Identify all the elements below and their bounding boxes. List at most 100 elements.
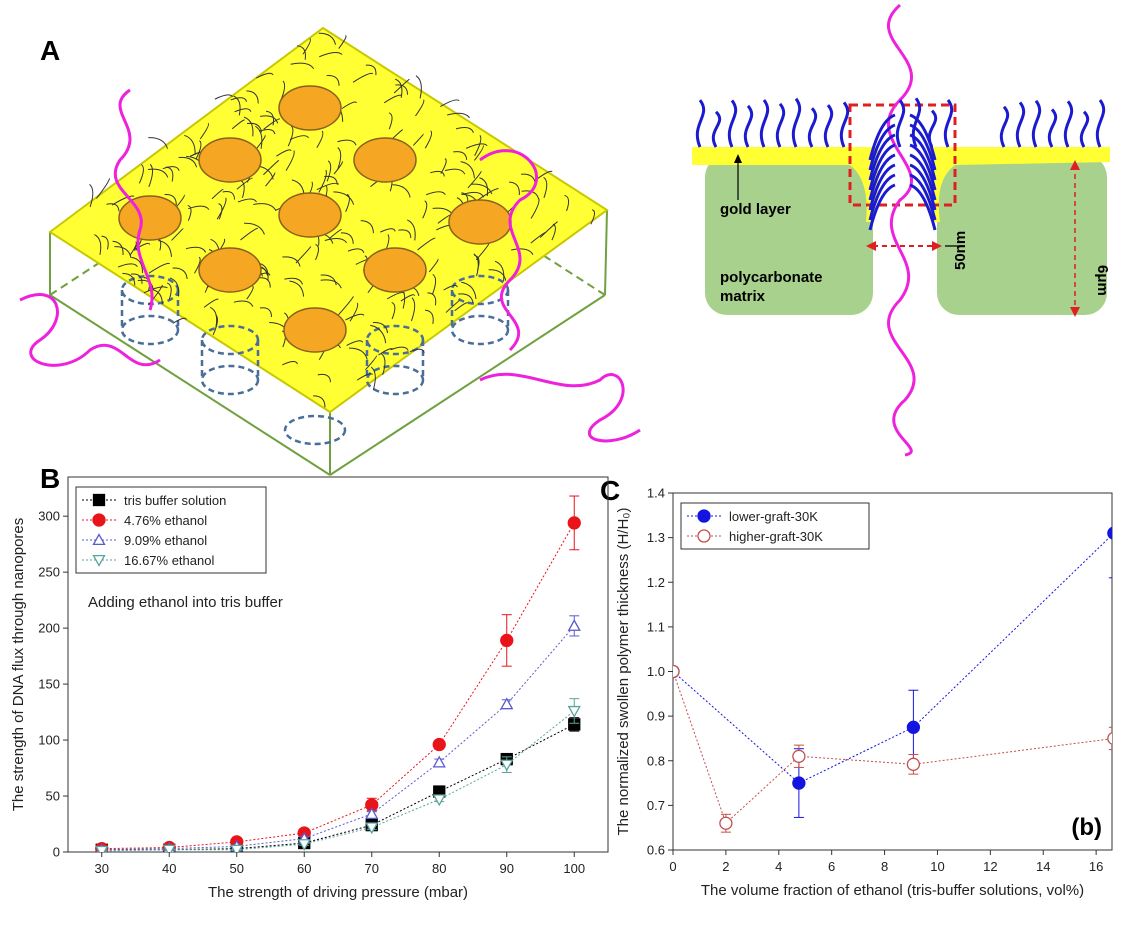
polymer-strand: [447, 112, 470, 119]
y-tick-label: 1.4: [647, 486, 665, 501]
x-tick-label: 60: [297, 861, 311, 876]
polymer-strand: [440, 99, 460, 108]
polymer-strand: [509, 181, 520, 196]
dna-strand: [19, 293, 161, 367]
polymer-strand: [284, 277, 304, 285]
brush-strand: [868, 183, 896, 231]
annotation: Adding ethanol into tris buffer: [88, 594, 283, 611]
x-tick-label: 6: [828, 859, 835, 874]
x-tick-label: 0: [669, 859, 676, 874]
x-tick-label: 30: [95, 861, 109, 876]
polymer-strand: [166, 282, 172, 300]
x-tick-label: 40: [162, 861, 176, 876]
dna-strand: [479, 372, 641, 443]
matrix-label: polycarbonate: [720, 269, 823, 286]
polymer-strand: [388, 112, 393, 130]
polymer-strand: [258, 128, 276, 135]
y-axis-label: The strength of DNA flux through nanopor…: [10, 518, 27, 812]
schematic-pore: [692, 3, 1110, 457]
polymer-strand: [297, 45, 306, 60]
brush-strand: [1095, 99, 1106, 148]
data-point: [365, 822, 379, 835]
x-tick-label: 10: [930, 859, 944, 874]
polymer-strand: [530, 197, 540, 219]
polymer-strand: [112, 240, 124, 256]
polymer-strand: [372, 322, 389, 334]
polymer-strand: [243, 116, 254, 137]
data-point: [792, 749, 806, 763]
polymer-strand: [440, 158, 447, 174]
matrix-label: matrix: [720, 288, 766, 305]
x-tick-label: 90: [500, 861, 514, 876]
polymer-strand: [477, 188, 499, 201]
brush-strand: [868, 143, 896, 191]
polymer-strand: [258, 277, 271, 288]
polymer-strand: [233, 95, 241, 116]
series-line: [101, 710, 575, 852]
polymer-strand: [326, 160, 332, 182]
polymer-strand: [246, 285, 254, 300]
polymer-strand: [211, 188, 224, 200]
y-tick-label: 1.0: [647, 664, 665, 679]
brush-strand: [1063, 100, 1074, 148]
data-point: [365, 807, 379, 819]
polymer-strand: [474, 145, 484, 161]
polymer-strand: [407, 219, 416, 241]
polymer-strand: [422, 200, 428, 219]
polymer-strand: [398, 229, 412, 239]
polymer-strand: [259, 262, 269, 281]
polymer-strand: [255, 134, 266, 150]
nanoparticle: [278, 192, 342, 238]
brush-strand: [999, 105, 1010, 148]
legend-label: tris buffer solution: [124, 493, 226, 508]
polymer-strand: [337, 139, 357, 146]
brush-strand: [909, 123, 937, 171]
polymer-strand: [424, 309, 434, 324]
polymer-strand: [445, 300, 460, 313]
data-point: [567, 705, 581, 718]
brush-strand: [868, 133, 896, 181]
thickness-label: 6μm: [1094, 265, 1111, 296]
polymer-strand: [89, 183, 94, 208]
brush-strand: [909, 163, 937, 211]
polymer-strand: [395, 78, 403, 98]
y-tick-label: 1.3: [647, 530, 665, 545]
polymer-strand: [337, 147, 342, 170]
brush-strand: [1079, 110, 1090, 148]
x-tick-label: 12: [983, 859, 997, 874]
legend-marker: [92, 493, 106, 507]
polymer-strand: [260, 115, 279, 124]
polymer-strand: [473, 253, 479, 277]
polymer-strand: [426, 191, 446, 196]
polymer-strand: [282, 361, 298, 366]
y-tick-label: 1.1: [647, 619, 665, 634]
polymer-strand: [428, 258, 439, 273]
data-point: [1107, 526, 1112, 540]
polymer-strand: [316, 182, 340, 191]
pore: [283, 414, 347, 446]
nanoparticle: [278, 85, 342, 131]
data-point: [500, 759, 514, 772]
polymer-strand: [370, 324, 387, 344]
polymer-strand: [320, 274, 337, 286]
legend-label: lower-graft-30K: [729, 509, 818, 524]
polymer-strand: [94, 234, 102, 255]
polymer-strand: [393, 78, 410, 94]
polymer-strand: [319, 52, 343, 58]
nanoparticle: [198, 137, 262, 183]
legend-marker: [92, 513, 106, 527]
polymer-strand: [347, 248, 365, 254]
polymer-strand: [415, 75, 422, 99]
legend-label: higher-graft-30K: [729, 529, 823, 544]
polymer-strand: [329, 228, 343, 239]
brush-strand: [868, 153, 896, 201]
polymer-strand: [290, 62, 315, 69]
polymer-strand: [231, 119, 246, 130]
polymer-strand: [360, 220, 374, 234]
polymer-strand: [511, 248, 534, 255]
polymer-strand: [131, 256, 143, 274]
polymer-strand: [415, 99, 425, 117]
brush-strand: [868, 163, 896, 211]
polymer-strand: [313, 395, 326, 408]
y-tick-label: 50: [46, 789, 60, 804]
